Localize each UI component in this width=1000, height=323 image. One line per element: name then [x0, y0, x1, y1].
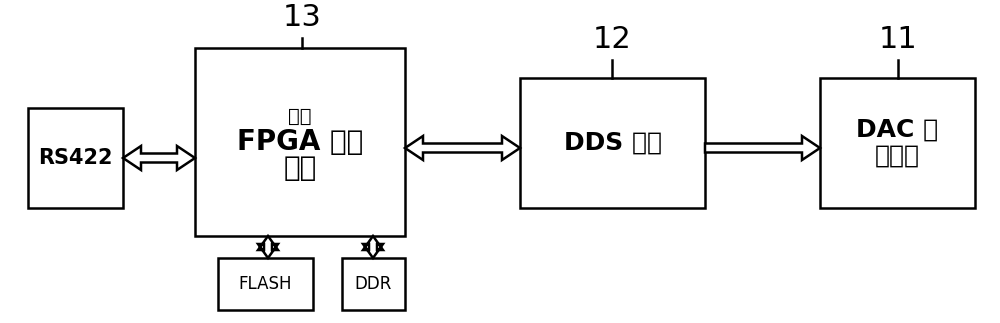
Text: RS422: RS422 [38, 148, 113, 168]
Bar [342, 258, 405, 310]
Bar [820, 78, 975, 208]
Bar [218, 258, 313, 310]
Text: DDR: DDR [355, 275, 392, 293]
Text: DDS 内核: DDS 内核 [564, 131, 662, 155]
Text: FPGA 控制: FPGA 控制 [237, 128, 363, 156]
Bar [520, 78, 705, 208]
Polygon shape [405, 136, 520, 160]
Text: 13: 13 [283, 4, 321, 33]
Polygon shape [258, 236, 278, 258]
Polygon shape [123, 146, 195, 170]
Text: 12: 12 [593, 26, 631, 55]
Text: 换模块: 换模块 [875, 144, 920, 168]
Bar [195, 48, 405, 236]
Text: 11: 11 [879, 26, 917, 55]
Text: DAC 转: DAC 转 [856, 118, 939, 142]
Text: 第一: 第一 [288, 107, 312, 126]
Bar [28, 108, 123, 208]
Text: 模块: 模块 [283, 154, 317, 182]
Polygon shape [363, 236, 383, 258]
Text: FLASH: FLASH [239, 275, 292, 293]
Polygon shape [705, 136, 820, 160]
